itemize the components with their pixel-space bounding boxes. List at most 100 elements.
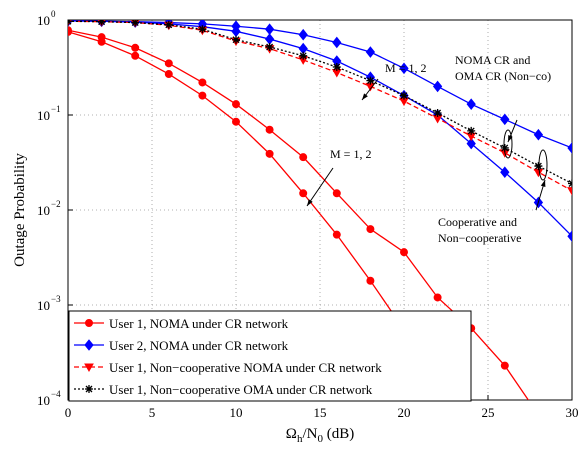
- annotation: OMA CR (Non−co): [455, 69, 551, 83]
- data-point: [433, 293, 442, 302]
- data-point: [432, 80, 443, 93]
- series-line: [68, 20, 572, 149]
- series-line: [68, 20, 572, 185]
- data-point: [265, 149, 274, 158]
- annotation: Cooperative and: [438, 215, 517, 229]
- annotation-arrowhead: [307, 199, 313, 206]
- data-point: [500, 113, 510, 126]
- data-point: [265, 125, 274, 134]
- data-point: [164, 59, 173, 68]
- y-tick-label: 10: [37, 108, 50, 123]
- data-point: [366, 225, 375, 234]
- data-point: [365, 46, 376, 58]
- y-tick-label: 10: [37, 393, 50, 408]
- y-tick-label: 10: [37, 298, 50, 313]
- x-axis-label-subscript: h: [297, 433, 303, 445]
- annotation: M = 1, 2: [385, 61, 426, 75]
- x-tick-label: 5: [149, 405, 156, 420]
- data-point: [535, 411, 542, 418]
- x-axis-label-subscript: 0: [317, 433, 323, 445]
- y-tick-exponent: 0: [51, 9, 56, 19]
- data-point: [399, 62, 409, 75]
- data-point: [131, 43, 140, 52]
- data-point: [68, 20, 72, 26]
- annotation: NOMA CR and: [455, 53, 530, 67]
- data-point: [400, 91, 408, 100]
- x-axis-label: Ωh/N0 (dB): [286, 426, 354, 445]
- data-point: [466, 137, 476, 150]
- x-tick-label: 25: [482, 405, 495, 420]
- annotation: Non−cooperative: [438, 231, 521, 245]
- data-point: [534, 162, 543, 171]
- y-tick-base: 10: [37, 108, 50, 123]
- data-point: [433, 108, 442, 117]
- y-tick-exponent: −4: [51, 389, 61, 399]
- data-point: [265, 42, 274, 51]
- data-point: [131, 20, 140, 27]
- x-axis-label-part: Ω: [286, 426, 297, 442]
- y-tick-base: 10: [37, 298, 50, 313]
- y-tick-label: 10: [37, 13, 50, 28]
- annotation: M = 1, 2: [330, 147, 371, 161]
- data-point: [332, 36, 342, 49]
- legend-label: User 2, NOMA under CR network: [109, 338, 289, 353]
- annotation-ellipse: [503, 129, 513, 159]
- y-axis-label: Outage Probability: [12, 153, 28, 267]
- annotation-ellipse: [538, 149, 548, 181]
- series-line: [68, 20, 572, 237]
- x-tick-label: 15: [314, 405, 327, 420]
- legend-marker: [85, 385, 93, 393]
- x-tick-label: 0: [65, 405, 72, 420]
- x-tick-label: 10: [230, 405, 243, 420]
- data-point: [164, 20, 173, 29]
- data-point: [500, 361, 509, 370]
- x-tick-label: 20: [398, 405, 411, 420]
- data-point: [68, 26, 72, 35]
- data-point: [198, 91, 207, 100]
- data-point: [533, 128, 544, 141]
- legend-label: User 1, Non−cooperative NOMA under CR ne…: [109, 360, 382, 375]
- y-tick-base: 10: [37, 13, 50, 28]
- annotation-arrow: [306, 167, 334, 207]
- data-point: [97, 20, 106, 26]
- data-point: [466, 98, 476, 110]
- data-point: [500, 166, 510, 178]
- data-point: [164, 70, 173, 79]
- y-tick-base: 10: [37, 203, 50, 218]
- x-tick-label: 30: [566, 405, 579, 420]
- data-point: [568, 179, 572, 188]
- data-point: [500, 143, 509, 152]
- data-point: [198, 25, 207, 34]
- y-tick-exponent: −3: [51, 294, 61, 304]
- legend-marker: [85, 319, 93, 327]
- data-point: [332, 63, 341, 72]
- series-line: [68, 29, 530, 400]
- data-point: [467, 126, 476, 135]
- data-point: [567, 142, 572, 154]
- legend-box: [68, 310, 472, 402]
- legend-label: User 1, Non−cooperative OMA under CR net…: [109, 382, 373, 397]
- data-point: [97, 33, 106, 42]
- data-point: [299, 153, 308, 162]
- data-point: [232, 100, 240, 109]
- x-axis-label-part: /N: [302, 426, 317, 442]
- legend-label: User 1, NOMA under CR network: [109, 316, 289, 331]
- y-tick-label: 10: [37, 203, 50, 218]
- plot-series: [68, 20, 572, 418]
- data-point: [298, 28, 308, 41]
- data-point: [400, 248, 408, 257]
- annotation-arrowhead: [362, 93, 368, 100]
- data-point: [567, 230, 572, 242]
- y-tick-exponent: −1: [51, 104, 61, 114]
- y-tick-base: 10: [37, 393, 50, 408]
- data-point: [366, 276, 375, 285]
- data-point: [366, 76, 375, 85]
- data-point: [232, 117, 240, 126]
- legend-marker: [84, 339, 94, 351]
- data-point: [198, 78, 207, 87]
- legend-marker: [84, 363, 94, 373]
- x-axis-label-part: (dB): [323, 426, 354, 442]
- annotation-arrowhead: [540, 180, 546, 187]
- data-point: [299, 51, 308, 60]
